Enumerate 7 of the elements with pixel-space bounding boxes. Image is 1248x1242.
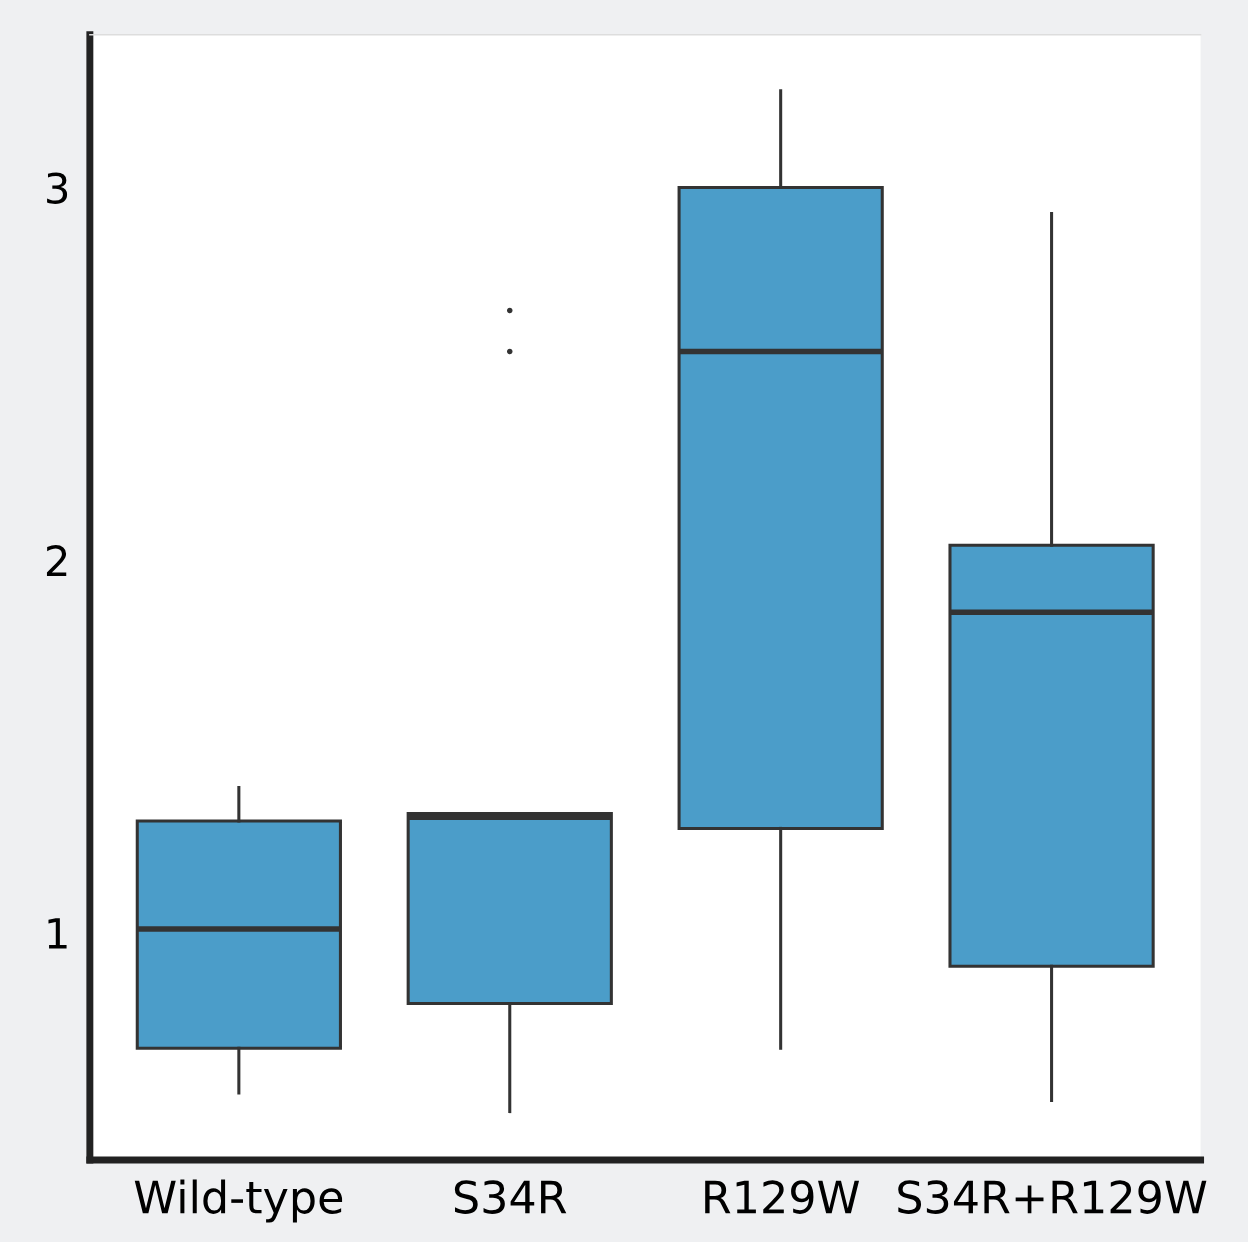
x-tick-label: S34R+R129W	[898, 1180, 1207, 1214]
x-tick-label: Wild-type	[134, 1179, 343, 1223]
x-tick-label: S34R	[454, 1180, 567, 1214]
x-tick-label: R129W	[705, 1180, 860, 1214]
y-tick-label: 1	[48, 918, 67, 949]
y-tick-label: 2	[46, 545, 67, 576]
y-tick-label: 3	[47, 172, 68, 204]
